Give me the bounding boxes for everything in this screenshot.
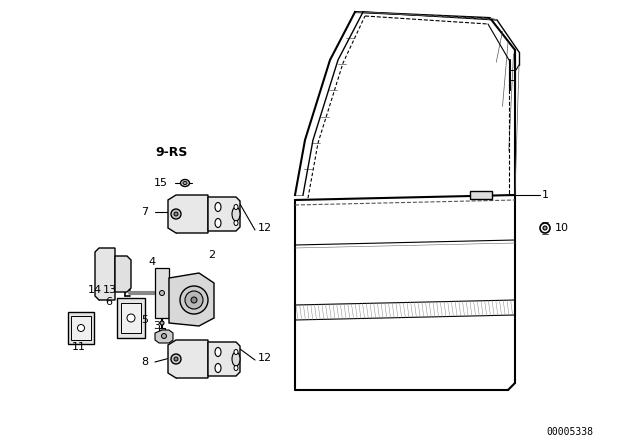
Ellipse shape xyxy=(215,363,221,372)
Ellipse shape xyxy=(159,290,164,296)
Text: 9-RS: 9-RS xyxy=(155,146,188,159)
Polygon shape xyxy=(71,316,91,340)
Polygon shape xyxy=(117,298,145,338)
Polygon shape xyxy=(208,197,240,231)
Text: 12: 12 xyxy=(258,353,272,363)
Text: 1: 1 xyxy=(542,190,549,200)
Ellipse shape xyxy=(174,357,178,361)
Ellipse shape xyxy=(234,349,238,354)
Ellipse shape xyxy=(180,286,208,314)
Ellipse shape xyxy=(540,223,550,233)
Polygon shape xyxy=(169,273,214,326)
Ellipse shape xyxy=(234,204,238,210)
Ellipse shape xyxy=(171,209,181,219)
Ellipse shape xyxy=(234,220,238,225)
Text: 7: 7 xyxy=(141,207,148,217)
Ellipse shape xyxy=(185,291,203,309)
Polygon shape xyxy=(121,303,141,333)
Ellipse shape xyxy=(77,324,84,332)
Ellipse shape xyxy=(180,180,189,186)
Ellipse shape xyxy=(161,333,166,339)
Ellipse shape xyxy=(215,202,221,211)
Text: 6: 6 xyxy=(105,297,112,307)
Polygon shape xyxy=(68,312,94,344)
Text: 3: 3 xyxy=(153,321,160,331)
Ellipse shape xyxy=(160,321,164,325)
Ellipse shape xyxy=(234,366,238,370)
Text: 13: 13 xyxy=(103,285,117,295)
Text: 14: 14 xyxy=(88,285,102,295)
Ellipse shape xyxy=(215,219,221,228)
Polygon shape xyxy=(115,256,131,292)
Polygon shape xyxy=(168,340,208,378)
Bar xyxy=(470,191,492,199)
Text: 8: 8 xyxy=(141,357,148,367)
Polygon shape xyxy=(208,342,240,376)
Ellipse shape xyxy=(215,348,221,357)
Text: 5: 5 xyxy=(141,315,148,325)
Polygon shape xyxy=(95,248,115,300)
Ellipse shape xyxy=(543,226,547,230)
Text: 2: 2 xyxy=(208,250,215,260)
Ellipse shape xyxy=(183,181,187,185)
Ellipse shape xyxy=(191,297,197,303)
Text: 00005338: 00005338 xyxy=(547,427,593,437)
Text: 15: 15 xyxy=(154,178,168,188)
Ellipse shape xyxy=(127,314,135,322)
Text: 12: 12 xyxy=(258,223,272,233)
Polygon shape xyxy=(168,195,208,233)
Ellipse shape xyxy=(232,207,240,221)
Polygon shape xyxy=(155,268,169,318)
Ellipse shape xyxy=(174,212,178,216)
Text: 4: 4 xyxy=(148,257,155,267)
Text: 11: 11 xyxy=(72,342,86,352)
Polygon shape xyxy=(159,328,165,333)
Polygon shape xyxy=(155,330,173,343)
Ellipse shape xyxy=(232,352,240,366)
Text: 10: 10 xyxy=(555,223,569,233)
Ellipse shape xyxy=(171,354,181,364)
